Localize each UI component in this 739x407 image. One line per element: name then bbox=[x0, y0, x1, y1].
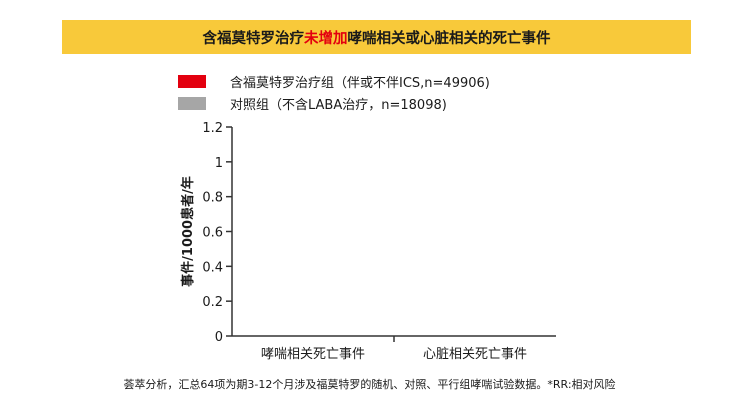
title-highlight: 未增加 bbox=[304, 30, 348, 47]
legend-label-formoterol: 含福莫特罗治疗组（伴或不伴ICS,n=49906) bbox=[230, 75, 490, 91]
y-axis-label: 事件/1000患者/年 bbox=[180, 176, 196, 287]
legend-item-control: 对照组（不含LABA治疗，n=18098) bbox=[178, 92, 490, 114]
chart-legend: 含福莫特罗治疗组（伴或不伴ICS,n=49906) 对照组（不含LABA治疗，n… bbox=[178, 70, 490, 114]
y-tick-label: 1 bbox=[215, 156, 223, 171]
title-prefix: 含福莫特罗治疗 bbox=[202, 30, 305, 47]
legend-swatch-formoterol bbox=[178, 74, 206, 88]
y-tick-label: 0.2 bbox=[202, 295, 223, 310]
footnote: 荟萃分析，汇总64项为期3-12个月涉及福莫特罗的随机、对照、平行组哮喘试验数据… bbox=[123, 378, 616, 391]
title-suffix: 哮喘相关或心脏相关的死亡事件 bbox=[347, 30, 551, 47]
y-tick-label: 1.2 bbox=[202, 121, 223, 136]
chart-title-banner: 含福莫特罗治疗 未增加 哮喘相关或心脏相关的死亡事件 bbox=[62, 20, 691, 54]
legend-swatch-control bbox=[178, 96, 206, 110]
y-tick-label: 0.4 bbox=[202, 260, 223, 275]
x-tick-label: 哮喘相关死亡事件 bbox=[261, 346, 365, 362]
x-tick-label: 心脏相关死亡事件 bbox=[423, 347, 527, 362]
y-tick-label: 0 bbox=[215, 330, 223, 345]
y-tick-label: 0.6 bbox=[202, 226, 223, 241]
legend-label-control: 对照组（不含LABA治疗，n=18098) bbox=[230, 97, 447, 113]
legend-item-formoterol: 含福莫特罗治疗组（伴或不伴ICS,n=49906) bbox=[178, 70, 490, 92]
y-tick-label: 0.8 bbox=[202, 191, 223, 206]
